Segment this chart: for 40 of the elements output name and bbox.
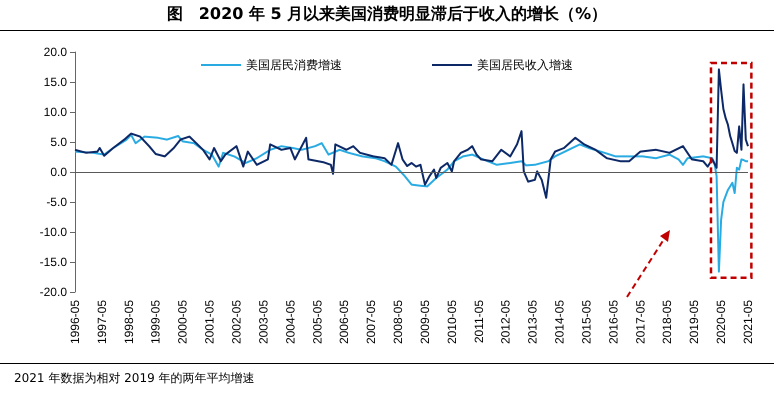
x-tick-label: 2017-05 bbox=[633, 300, 648, 344]
x-tick-label: 2011-05 bbox=[472, 300, 486, 344]
x-tick-label: 2005-05 bbox=[310, 300, 324, 344]
x-tick-label: 2013-05 bbox=[526, 300, 540, 344]
y-tick-label: -10.0 bbox=[40, 225, 68, 239]
x-tick-label: 2007-05 bbox=[364, 300, 378, 344]
x-tick-label: 1999-05 bbox=[148, 300, 163, 344]
y-tick-label: 5.0 bbox=[50, 135, 68, 149]
y-tick-label: 15.0 bbox=[44, 75, 68, 89]
y-tick-label: 0.0 bbox=[50, 165, 68, 179]
x-tick-label: 2001-05 bbox=[202, 300, 217, 344]
x-tick-label: 2009-05 bbox=[418, 300, 432, 344]
line-series bbox=[74, 134, 749, 273]
x-tick-label: 2015-05 bbox=[579, 300, 594, 344]
x-tick-label: 2000-05 bbox=[176, 300, 190, 344]
x-tick-label: 2020-05 bbox=[714, 300, 728, 344]
x-tick-label: 2004-05 bbox=[283, 300, 298, 344]
x-tick-label: 2021-05 bbox=[741, 300, 755, 344]
x-tick-label: 2008-05 bbox=[391, 300, 406, 344]
legend-label: 美国居民消费增速 bbox=[246, 58, 342, 72]
x-tick-label: 2002-05 bbox=[229, 300, 244, 344]
x-tick-label: 1997-05 bbox=[94, 300, 109, 344]
text: 2021 年数据为相对 2019 年的两年平均增速 bbox=[0, 363, 774, 387]
x-tick-label: 2006-05 bbox=[337, 300, 352, 344]
y-tick-label: 10.0 bbox=[44, 105, 68, 119]
y-tick-label: 20.0 bbox=[44, 45, 68, 59]
y-tick-label: -20.0 bbox=[40, 285, 68, 299]
x-tick-label: 1996-05 bbox=[68, 300, 82, 344]
y-tick-label: -5.0 bbox=[46, 195, 68, 209]
x-tick-label: 2003-05 bbox=[256, 300, 270, 344]
x-tick-label: 2019-05 bbox=[687, 300, 702, 344]
x-tick-label: 2018-05 bbox=[660, 300, 674, 344]
x-tick-label: 2010-05 bbox=[444, 300, 459, 344]
x-tick-label: 1998-05 bbox=[122, 300, 136, 344]
x-tick-label: 2016-05 bbox=[606, 300, 620, 344]
x-tick-label: 2012-05 bbox=[498, 300, 513, 344]
x-tick-label: 2014-05 bbox=[552, 300, 567, 344]
y-tick-label: -15.0 bbox=[40, 255, 68, 269]
chart-title: 图 2020 年 5 月以来美国消费明显滞后于收入的增长（%） bbox=[0, 0, 774, 31]
legend-label: 美国居民收入增速 bbox=[477, 58, 573, 72]
